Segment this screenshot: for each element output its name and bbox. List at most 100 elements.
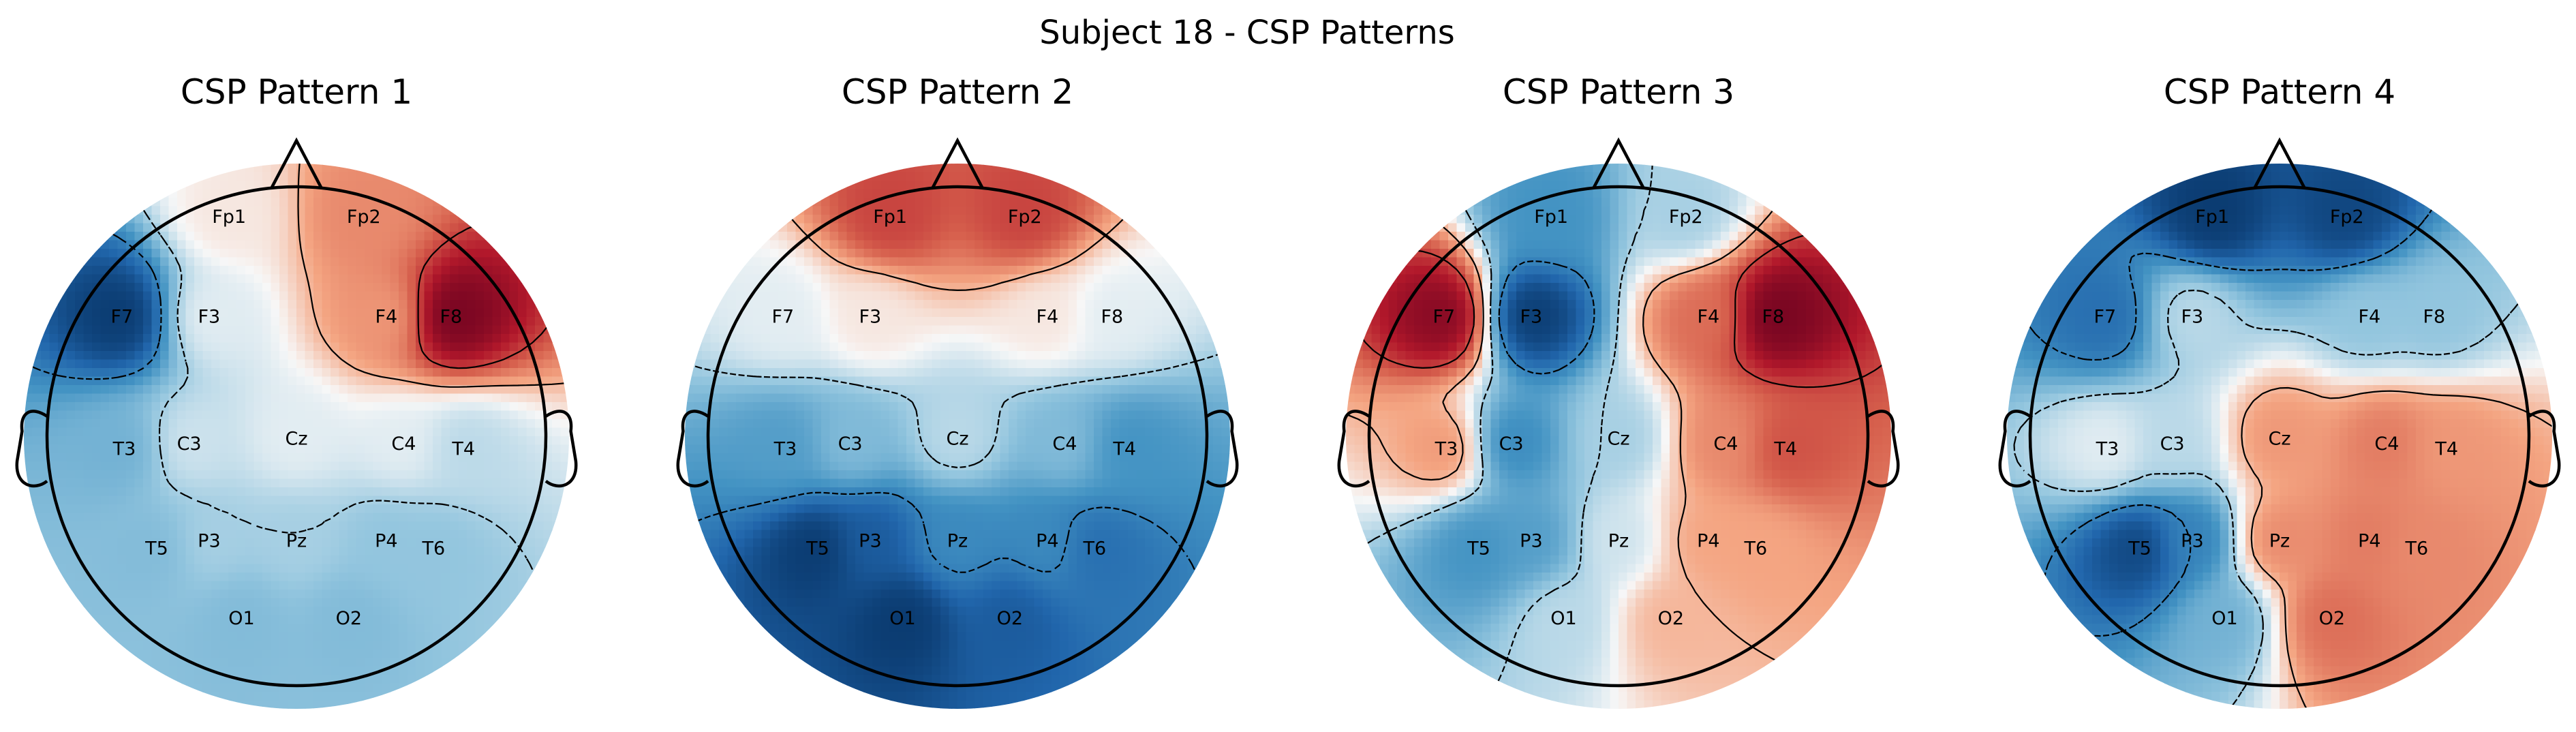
electrode-label-c4: C4	[2374, 433, 2399, 455]
electrode-label-cz: Cz	[946, 429, 968, 450]
electrode-label-t5: T5	[144, 538, 168, 560]
head-outline	[706, 185, 1209, 688]
nose-outline	[1592, 137, 1645, 189]
figure-suptitle: Subject 18 - CSP Patterns	[1039, 14, 1455, 52]
electrode-label-t6: T6	[421, 538, 445, 560]
electrode-label-f8: F8	[440, 306, 463, 327]
electrode-label-pz: Pz	[947, 531, 968, 552]
electrode-label-t4: T4	[1773, 438, 1797, 459]
electrode-label-t4: T4	[1112, 438, 1136, 459]
electrode-label-fp1: Fp1	[212, 207, 246, 228]
left-ear-outline	[15, 410, 48, 488]
electrode-label-t6: T6	[1743, 538, 1767, 560]
electrode-label-p4: P4	[1697, 531, 1719, 552]
topomap-contours	[685, 164, 1230, 709]
right-ear-outline	[1867, 410, 1900, 488]
topomap-panel-3: Fp1 Fp2 F7 F3 F4 F8 T3 C3 Cz C4 T4 T5 P3 Pz P4 T6 O1 O2 CS…	[1337, 72, 1900, 709]
nose-outline	[2253, 137, 2306, 189]
electrode-label-t4: T4	[451, 438, 475, 459]
electrode-label-fp2: Fp2	[2330, 207, 2364, 228]
electrode-label-f4: F4	[375, 306, 397, 327]
electrode-label-cz: Cz	[2268, 429, 2290, 450]
topomap-field	[24, 164, 569, 709]
topomap-panel-1: Fp1 Fp2 F7 F3 F4 F8 T3 C3 Cz C4 T4 T5 P3 Pz P4 T6 O1 O2 CS…	[15, 72, 578, 709]
electrode-label-cz: Cz	[1607, 429, 1629, 450]
electrode-label-p3: P3	[2181, 531, 2203, 552]
electrode-label-c3: C3	[2160, 433, 2185, 455]
topomap-field	[1346, 164, 1891, 709]
panel-title: CSP Pattern 2	[842, 72, 1073, 112]
electrode-label-f7: F7	[2094, 306, 2116, 327]
topomap-panels: Fp1 Fp2 F7 F3 F4 F8 T3 C3 Cz C4 T4 T5 P3 Pz P4 T6 O1 O2 CS…	[15, 72, 2561, 709]
panel-title: CSP Pattern 1	[181, 72, 412, 112]
electrode-label-fp2: Fp2	[347, 207, 381, 228]
electrode-label-p4: P4	[2358, 531, 2380, 552]
electrode-label-t6: T6	[1082, 538, 1106, 560]
electrode-label-f8: F8	[1762, 306, 1785, 327]
electrode-label-c4: C4	[391, 433, 416, 455]
electrode-label-cz: Cz	[285, 429, 307, 450]
electrode-label-f3: F3	[2181, 306, 2204, 327]
electrode-label-o2: O2	[1658, 608, 1684, 629]
left-ear-outline	[676, 410, 709, 488]
nose-outline	[931, 137, 984, 189]
right-ear-outline	[1206, 410, 1239, 488]
electrode-label-pz: Pz	[2269, 531, 2290, 552]
head-outline	[1367, 185, 1870, 688]
electrode-label-f3: F3	[859, 306, 882, 327]
left-ear-outline	[1337, 410, 1370, 488]
right-ear-outline	[545, 410, 578, 488]
electrode-label-f4: F4	[2358, 306, 2380, 327]
electrode-label-c3: C3	[838, 433, 863, 455]
topomap-panel-4: Fp1 Fp2 F7 F3 F4 F8 T3 C3 Cz C4 T4 T5 P3 Pz P4 T6 O1 O2 CS…	[1998, 72, 2561, 709]
left-ear-outline	[1998, 410, 2031, 488]
electrode-label-f8: F8	[2423, 306, 2446, 327]
topomap-field	[2007, 164, 2552, 709]
electrode-label-fp1: Fp1	[1534, 207, 1568, 228]
electrode-label-fp2: Fp2	[1008, 207, 1042, 228]
electrode-label-o1: O1	[1550, 608, 1576, 629]
electrode-label-f4: F4	[1697, 306, 1719, 327]
electrode-label-t3: T3	[1435, 438, 1458, 459]
electrode-label-fp1: Fp1	[873, 207, 907, 228]
electrode-label-f7: F7	[771, 306, 794, 327]
electrode-label-p3: P3	[1520, 531, 1542, 552]
electrode-label-f8: F8	[1101, 306, 1124, 327]
electrode-label-c4: C4	[1713, 433, 1738, 455]
electrode-label-t3: T3	[773, 438, 797, 459]
electrode-label-pz: Pz	[1608, 531, 1629, 552]
electrode-label-fp2: Fp2	[1669, 207, 1703, 228]
electrode-label-t3: T3	[112, 438, 136, 459]
electrode-label-t5: T5	[806, 538, 829, 560]
electrode-label-o2: O2	[997, 608, 1023, 629]
electrode-label-f7: F7	[110, 306, 133, 327]
electrode-label-o2: O2	[336, 608, 362, 629]
topomap-panel-2: Fp1 Fp2 F7 F3 F4 F8 T3 C3 Cz C4 T4 T5 P3 Pz P4 T6 O1 O2 CS…	[676, 72, 1239, 709]
electrode-label-o1: O1	[889, 608, 915, 629]
electrode-label-pz: Pz	[286, 531, 307, 552]
head-outline	[45, 185, 548, 688]
electrode-label-f4: F4	[1036, 306, 1058, 327]
electrode-label-p4: P4	[1036, 531, 1058, 552]
electrode-label-p3: P3	[198, 531, 220, 552]
electrode-label-o2: O2	[2319, 608, 2345, 629]
panel-title: CSP Pattern 4	[2164, 72, 2395, 112]
panel-title: CSP Pattern 3	[1503, 72, 1734, 112]
electrode-label-c3: C3	[1499, 433, 1524, 455]
electrode-label-fp1: Fp1	[2195, 207, 2229, 228]
electrode-label-t5: T5	[1467, 538, 1490, 560]
nose-outline	[270, 137, 323, 189]
electrode-label-t3: T3	[2096, 438, 2119, 459]
electrode-label-f3: F3	[198, 306, 221, 327]
electrode-label-c3: C3	[177, 433, 202, 455]
electrode-label-f3: F3	[1520, 306, 1543, 327]
electrode-label-t4: T4	[2434, 438, 2458, 459]
electrode-label-p4: P4	[375, 531, 397, 552]
electrode-label-c4: C4	[1052, 433, 1077, 455]
electrode-label-p3: P3	[859, 531, 881, 552]
electrode-label-f7: F7	[1432, 306, 1455, 327]
head-outline	[2028, 185, 2531, 688]
electrode-label-o1: O1	[2211, 608, 2237, 629]
electrode-label-o1: O1	[228, 608, 254, 629]
